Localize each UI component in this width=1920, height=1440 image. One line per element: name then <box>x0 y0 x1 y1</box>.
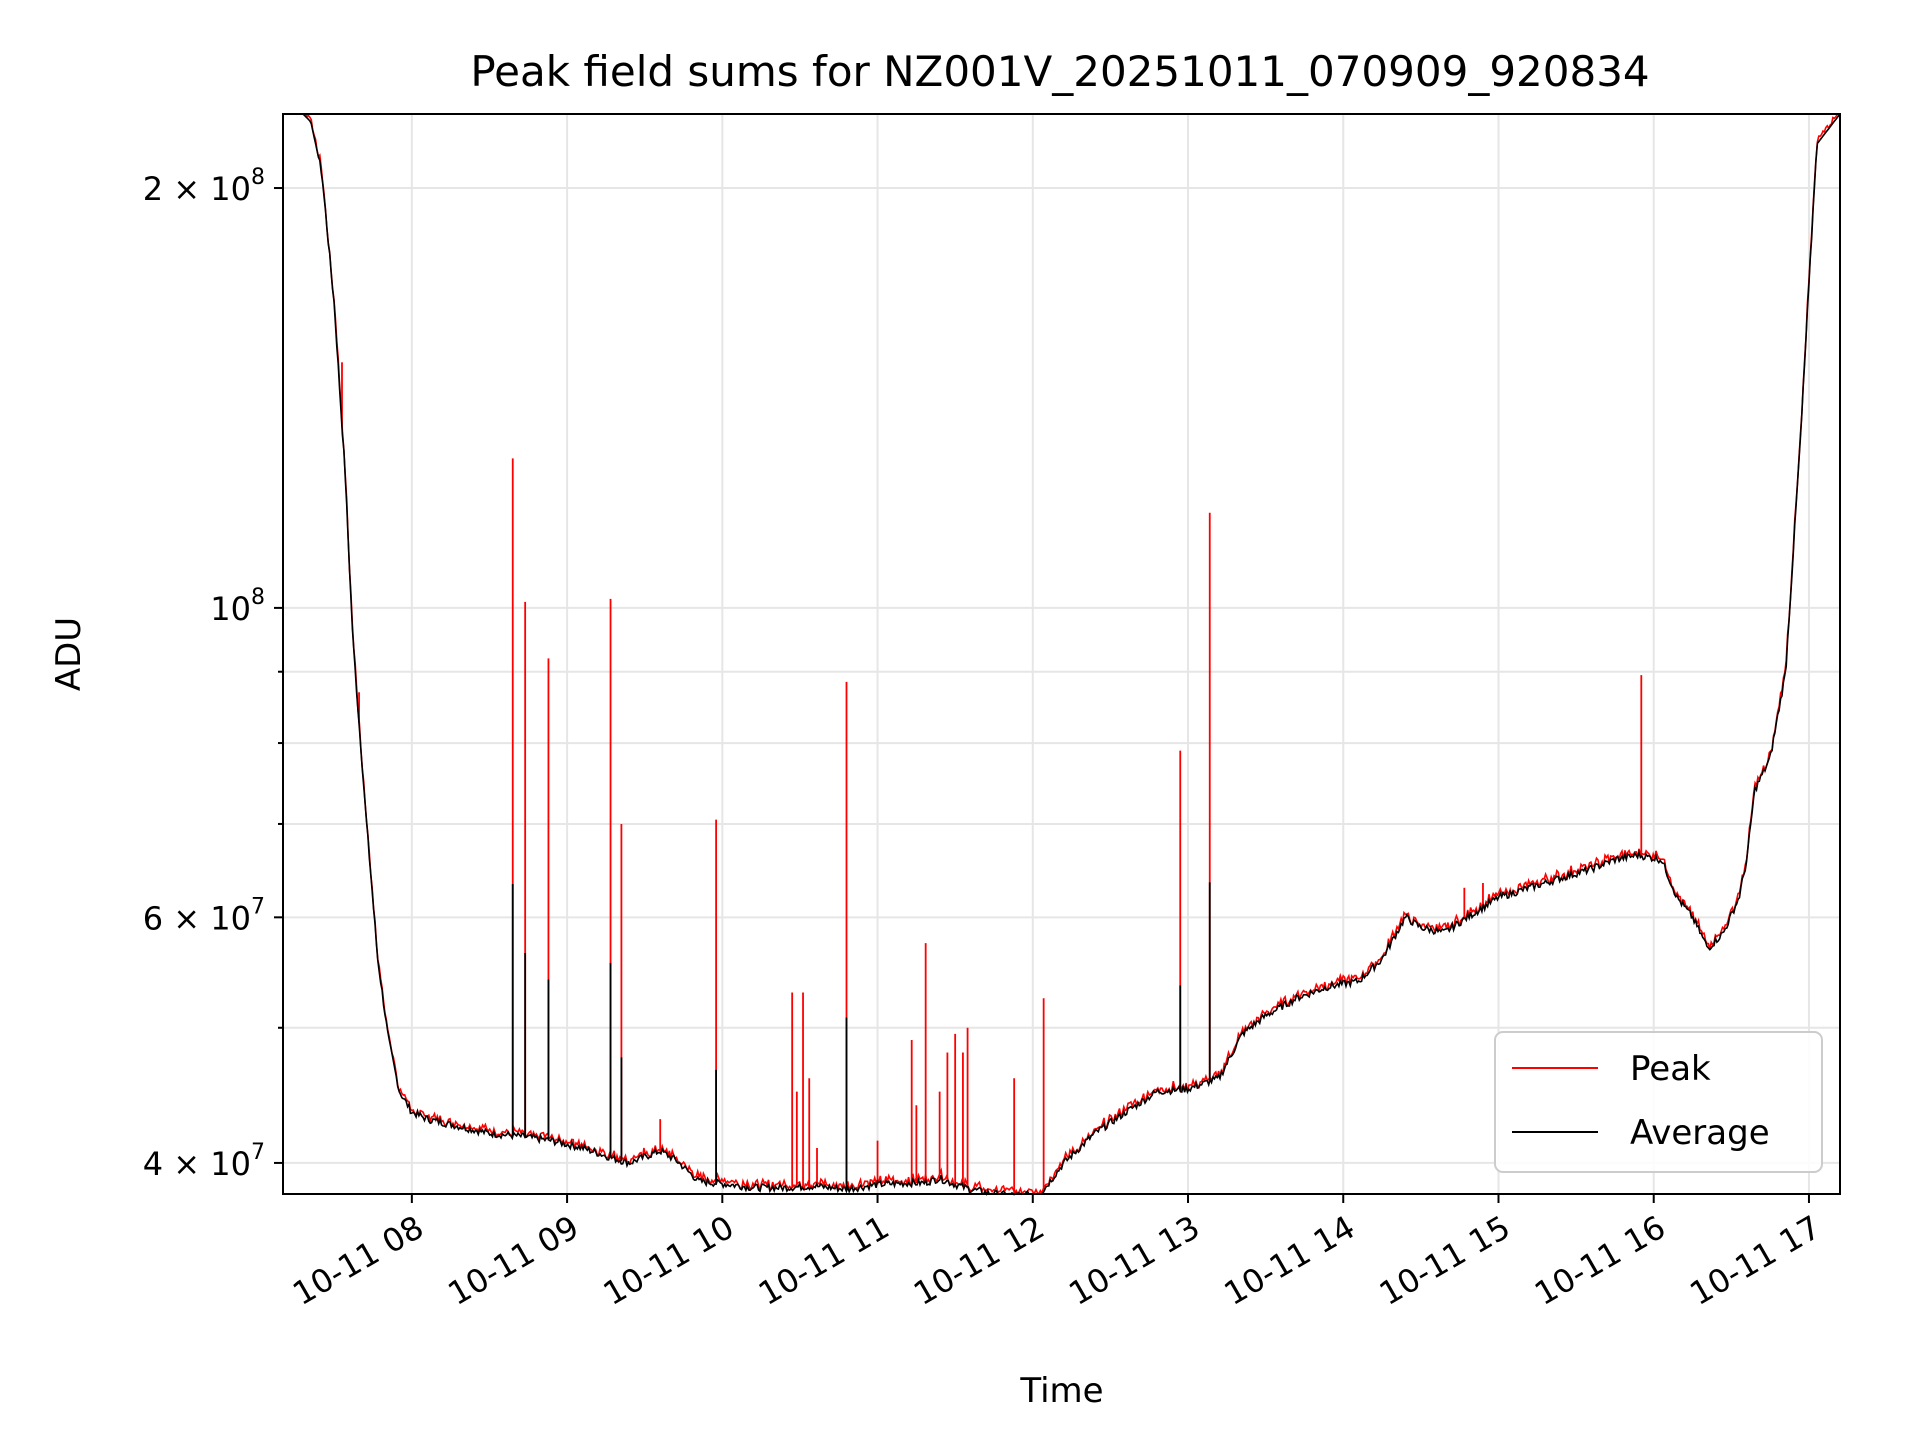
y-axis-title: ADU <box>49 617 89 691</box>
chart-title: Peak field sums for NZ001V_20251011_0709… <box>470 47 1649 96</box>
x-axis-title: Time <box>1019 1371 1103 1411</box>
legend-peak-label: Peak <box>1630 1049 1711 1089</box>
y-tick-label: 6 × 107 <box>143 894 265 937</box>
legend: Peak Average <box>1494 1031 1823 1173</box>
y-tick-label: 2 × 108 <box>143 165 265 208</box>
plot-frame <box>282 113 1841 1195</box>
plot-series <box>283 113 1841 1197</box>
y-tick-label: 4 × 107 <box>143 1140 265 1183</box>
legend-average-label: Average <box>1630 1113 1770 1153</box>
average-line <box>283 113 1841 1197</box>
grid <box>283 114 1840 1194</box>
